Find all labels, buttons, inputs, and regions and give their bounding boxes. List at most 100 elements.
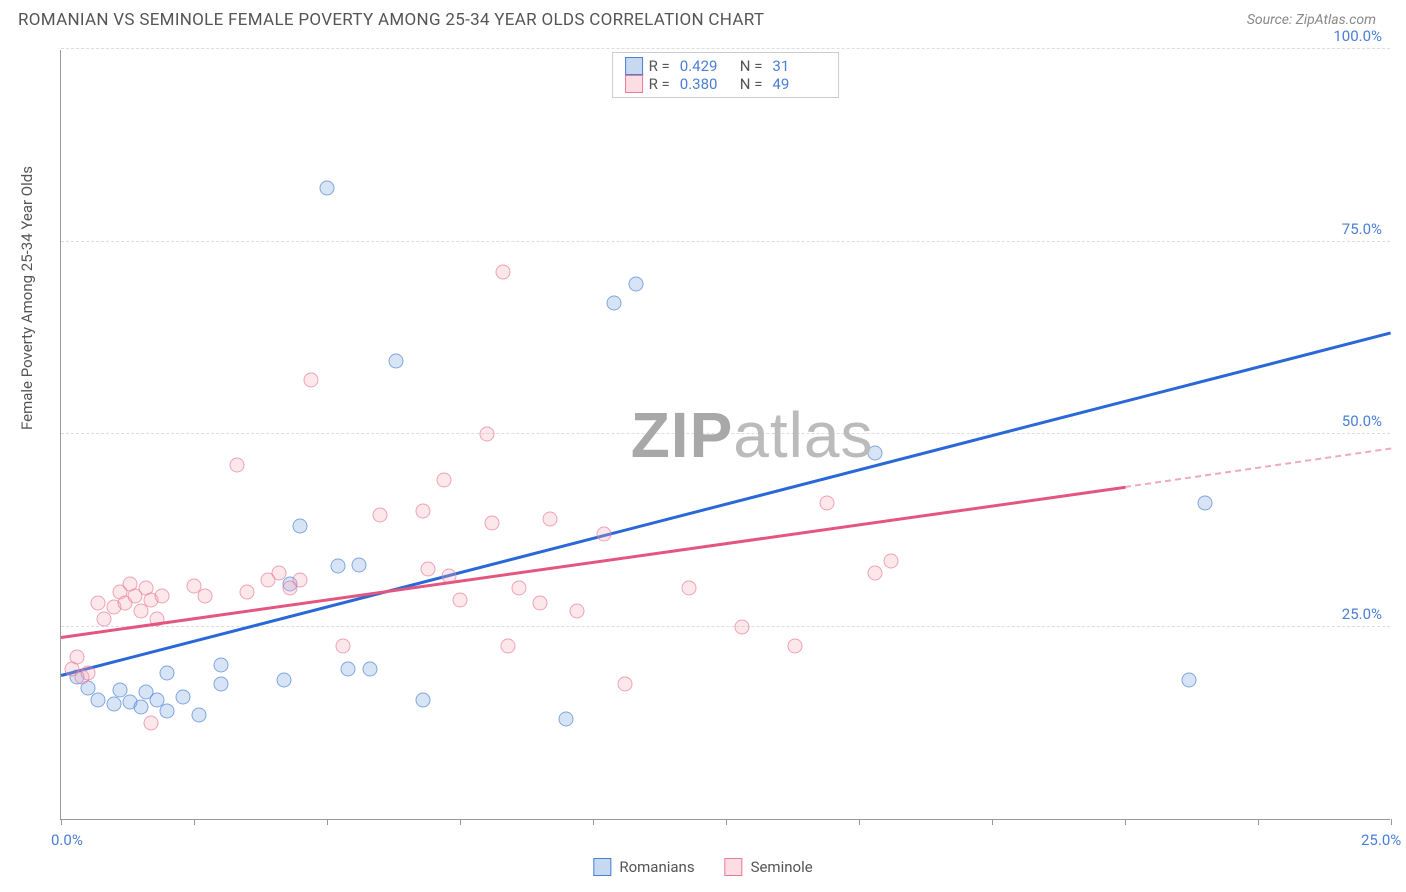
watermark-bold: ZIP: [631, 399, 734, 471]
data-point: [484, 515, 499, 530]
legend-stat-row: R =0.380N =49: [625, 75, 827, 93]
legend-label: Romanians: [619, 858, 694, 876]
y-tick-label: 50.0%: [1342, 412, 1382, 430]
data-point: [453, 592, 468, 607]
data-point: [362, 661, 377, 676]
data-point: [532, 596, 547, 611]
r-label: R =: [649, 75, 670, 93]
data-point: [320, 180, 335, 195]
data-point: [160, 704, 175, 719]
data-point: [421, 561, 436, 576]
data-point: [628, 276, 643, 291]
data-point: [96, 611, 111, 626]
gridline: [61, 241, 1390, 242]
legend-swatch: [593, 858, 611, 876]
data-point: [213, 677, 228, 692]
data-point: [437, 473, 452, 488]
x-tick: [1391, 819, 1392, 825]
data-point: [479, 427, 494, 442]
n-value: 49: [772, 75, 816, 93]
y-tick-label: 25.0%: [1342, 605, 1382, 623]
data-point: [144, 715, 159, 730]
legend-item: Romanians: [593, 858, 694, 876]
data-point: [415, 692, 430, 707]
data-point: [867, 446, 882, 461]
x-tick: [859, 819, 860, 825]
data-point: [192, 708, 207, 723]
data-point: [617, 677, 632, 692]
data-point: [511, 581, 526, 596]
x-tick: [726, 819, 727, 825]
data-point: [341, 661, 356, 676]
legend-swatch: [625, 75, 643, 93]
scatter-chart: R =0.429N =31R =0.380N =49 ZIPatlas 25.0…: [60, 50, 1390, 820]
data-point: [277, 673, 292, 688]
data-point: [213, 658, 228, 673]
data-point: [176, 690, 191, 705]
data-point: [596, 527, 611, 542]
data-point: [69, 650, 84, 665]
data-point: [570, 604, 585, 619]
data-point: [160, 665, 175, 680]
legend-label: Seminole: [751, 858, 813, 876]
data-point: [133, 700, 148, 715]
data-point: [788, 638, 803, 653]
x-tick-label: 0.0%: [51, 831, 83, 849]
data-point: [197, 588, 212, 603]
data-point: [293, 573, 308, 588]
data-point: [272, 565, 287, 580]
data-point: [883, 554, 898, 569]
x-tick: [992, 819, 993, 825]
gridline: [61, 433, 1390, 434]
data-point: [304, 373, 319, 388]
gridline: [61, 626, 1390, 627]
x-tick: [194, 819, 195, 825]
data-point: [734, 619, 749, 634]
data-point: [415, 504, 430, 519]
chart-title: ROMANIAN VS SEMINOLE FEMALE POVERTY AMON…: [18, 10, 764, 30]
data-point: [681, 581, 696, 596]
data-point: [373, 507, 388, 522]
watermark: ZIPatlas: [631, 398, 874, 472]
data-point: [91, 692, 106, 707]
data-point: [155, 588, 170, 603]
data-point: [607, 296, 622, 311]
data-point: [351, 557, 366, 572]
y-axis-label: Female Poverty Among 25-34 Year Olds: [18, 166, 36, 430]
data-point: [1181, 673, 1196, 688]
data-point: [335, 638, 350, 653]
data-point: [500, 638, 515, 653]
data-point: [820, 496, 835, 511]
legend-swatch: [625, 57, 643, 75]
data-point: [133, 604, 148, 619]
x-tick: [460, 819, 461, 825]
x-tick: [1125, 819, 1126, 825]
r-value: 0.429: [680, 57, 724, 75]
data-point: [559, 711, 574, 726]
data-point: [389, 353, 404, 368]
data-point: [330, 559, 345, 574]
n-value: 31: [772, 57, 816, 75]
series-legend: Romanians Seminole: [593, 858, 812, 876]
data-point: [293, 519, 308, 534]
stats-legend: R =0.429N =31R =0.380N =49: [612, 52, 840, 98]
trend-line: [61, 485, 1125, 638]
data-point: [240, 584, 255, 599]
r-value: 0.380: [680, 75, 724, 93]
legend-swatch: [725, 858, 743, 876]
source-label: Source: ZipAtlas.com: [1247, 12, 1376, 28]
header: ROMANIAN VS SEMINOLE FEMALE POVERTY AMON…: [0, 0, 1406, 38]
data-point: [1197, 496, 1212, 511]
trend-line-extrapolated: [1125, 447, 1391, 487]
watermark-light: atlas: [733, 399, 873, 471]
data-point: [91, 596, 106, 611]
data-point: [543, 511, 558, 526]
n-label: N =: [740, 57, 763, 75]
data-point: [229, 457, 244, 472]
y-tick-label: 100.0%: [1333, 27, 1382, 45]
data-point: [107, 696, 122, 711]
data-point: [867, 565, 882, 580]
r-label: R =: [649, 57, 670, 75]
x-tick: [1258, 819, 1259, 825]
x-tick: [593, 819, 594, 825]
